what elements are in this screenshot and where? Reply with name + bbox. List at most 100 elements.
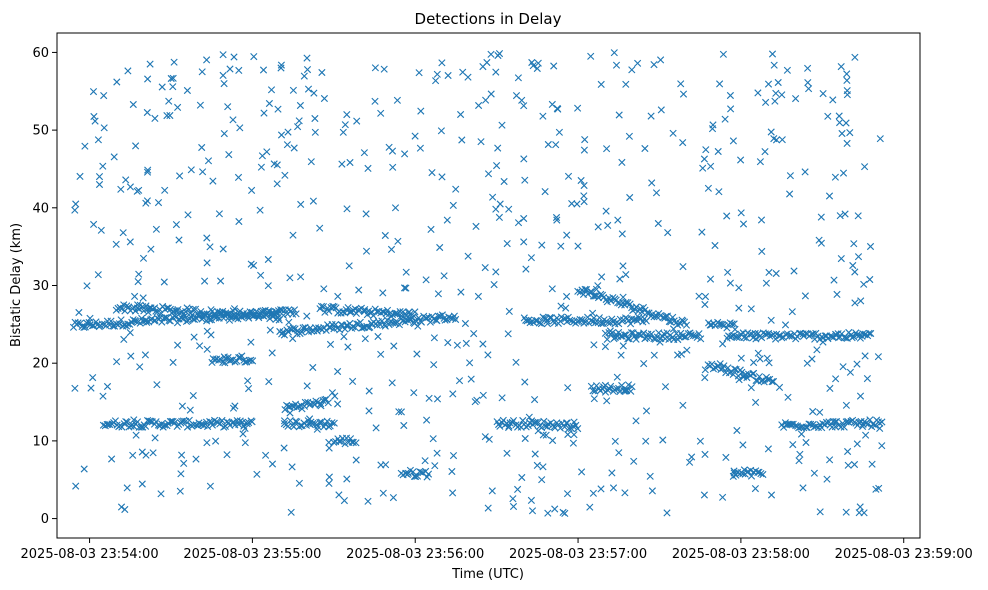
detection-point [701, 374, 709, 382]
detection-point [325, 479, 333, 487]
detection-point [266, 326, 274, 334]
detection-point [160, 278, 168, 286]
detection-point [245, 314, 253, 322]
detection-point [622, 385, 631, 393]
detection-point [177, 470, 185, 478]
detection-point [765, 268, 773, 276]
detection-point [410, 389, 418, 397]
detection-point [433, 449, 441, 457]
detection-point [802, 329, 810, 337]
detection-point [612, 330, 620, 338]
detection-point [206, 311, 214, 319]
detection-point [303, 312, 311, 320]
detection-point [97, 226, 105, 234]
detection-point [236, 124, 244, 132]
detection-point [217, 277, 225, 285]
detection-point [402, 284, 410, 292]
x-tick-label: 2025-08-03 23:54:00 [21, 547, 159, 562]
detection-point [689, 332, 698, 340]
detection-point [161, 421, 169, 429]
detection-point [654, 219, 662, 228]
detection-point [588, 288, 596, 296]
detection-point [229, 404, 238, 412]
detection-point [457, 110, 465, 119]
detection-point [563, 231, 571, 239]
detection-point [360, 149, 368, 157]
detection-point [452, 315, 460, 324]
chart-title: Detections in Delay [415, 10, 562, 28]
detection-point [230, 305, 239, 313]
detection-point [371, 64, 379, 72]
detection-point [613, 373, 621, 381]
detection-point [413, 350, 421, 358]
detection-point [71, 384, 79, 392]
detection-point [680, 318, 689, 326]
detection-point [538, 476, 546, 484]
detection-point [786, 190, 794, 198]
detection-point [183, 86, 191, 95]
detection-point [250, 53, 258, 61]
detection-point [253, 470, 261, 478]
detection-point [574, 425, 582, 433]
detection-point [539, 431, 547, 439]
detection-point [733, 426, 741, 435]
detection-point [362, 210, 370, 218]
detection-point [219, 51, 227, 59]
detection-point [792, 95, 800, 103]
detection-point [839, 169, 848, 177]
detection-point [538, 241, 546, 249]
detection-point [256, 206, 264, 214]
detection-point [729, 137, 737, 145]
detection-point [297, 273, 305, 281]
detection-point [316, 224, 324, 232]
detection-point [878, 442, 886, 450]
detection-point [659, 436, 667, 444]
detection-point [326, 340, 335, 348]
detection-point [174, 306, 182, 314]
detection-point [113, 358, 121, 366]
detection-point [244, 377, 252, 385]
detection-point [416, 144, 424, 152]
detection-point [328, 419, 336, 427]
detection-point [552, 213, 561, 222]
detection-point [739, 441, 747, 449]
detection-point [757, 470, 765, 478]
detection-point [704, 184, 712, 192]
detection-point [433, 70, 441, 78]
detection-point [543, 317, 551, 325]
detection-point [204, 157, 213, 165]
detection-point [540, 417, 548, 425]
detection-point [361, 306, 369, 314]
detection-point [750, 358, 758, 367]
detection-point [836, 119, 844, 127]
detection-point [436, 243, 444, 252]
detection-point [344, 304, 352, 312]
detection-point [293, 403, 301, 411]
detection-point [180, 459, 188, 467]
detection-point [559, 508, 567, 516]
detection-point [687, 331, 695, 339]
detection-point [379, 289, 387, 297]
detection-point [837, 255, 845, 263]
detection-point [541, 188, 549, 196]
detection-point [819, 338, 827, 346]
detection-point [311, 114, 319, 123]
detection-point [108, 455, 116, 463]
detection-point [701, 450, 709, 458]
detection-point [397, 408, 405, 416]
detection-point [728, 320, 736, 328]
detection-point [594, 282, 602, 290]
detection-point [83, 282, 91, 290]
detection-point [444, 71, 452, 80]
detection-point [288, 463, 296, 471]
detection-point [574, 242, 582, 250]
detection-point [203, 439, 211, 447]
detection-point [467, 375, 475, 383]
detection-point [810, 469, 818, 477]
detection-point [306, 415, 314, 423]
detection-point [138, 480, 146, 488]
detection-point [851, 299, 859, 307]
detection-point [158, 83, 166, 91]
detection-point [129, 100, 137, 109]
detection-point [642, 437, 650, 445]
